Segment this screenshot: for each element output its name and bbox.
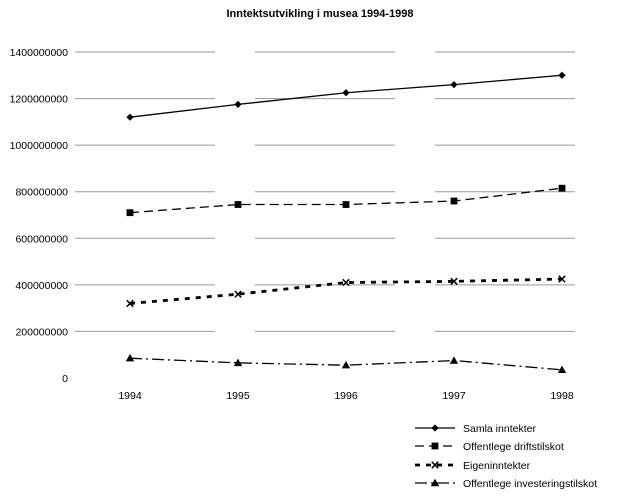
series-3 (126, 275, 566, 308)
data-point-marker (234, 201, 242, 208)
x-tick-label: 1998 (550, 390, 574, 402)
legend-label: Offentlege driftstilskot (463, 441, 564, 453)
data-point-marker (233, 358, 243, 367)
data-point-marker (125, 354, 135, 362)
series-layer (125, 71, 567, 374)
y-tick-label: 0 (62, 373, 68, 385)
y-tick-label: 1400000000 (10, 47, 69, 59)
data-point-marker (342, 201, 350, 208)
data-point-marker (558, 184, 566, 192)
data-point-marker (558, 71, 566, 79)
series-1 (126, 71, 566, 121)
y-tick-label: 600000000 (15, 233, 68, 245)
data-point-marker (342, 89, 350, 97)
legend-entry: Eigeninntekter (415, 460, 531, 472)
series-4 (125, 354, 567, 374)
legend-entry: Offentlege driftstilskot (415, 441, 564, 453)
y-tick-label: 200000000 (15, 326, 68, 338)
legend-label: Samla inntekter (463, 423, 536, 435)
data-point-marker (341, 360, 351, 369)
data-point-marker (450, 197, 458, 205)
data-point-marker (126, 299, 134, 308)
legend-entry: Offentlege investeringstilskot (415, 478, 597, 490)
data-point-marker (450, 81, 458, 89)
x-tick-label: 1995 (226, 390, 250, 402)
legend-marker (431, 424, 439, 432)
x-axis-tick-labels: 1994 1995 1996 1997 1998 (118, 390, 574, 402)
data-point-marker (234, 290, 242, 298)
legend: Samla inntekter Offentlege driftstilskot E… (415, 423, 597, 490)
legend-marker (430, 478, 440, 487)
y-axis-tick-labels: 0 200000000 400000000 600000000 800000000 100… (10, 47, 69, 385)
data-point-marker (450, 277, 458, 286)
x-tick-label: 1994 (118, 390, 142, 402)
series-2 (126, 184, 566, 217)
legend-marker (431, 461, 439, 469)
data-point-marker (126, 113, 134, 121)
legend-label: Eigeninntekter (463, 460, 531, 472)
data-point-marker (557, 365, 567, 374)
y-tick-label: 800000000 (15, 187, 68, 199)
chart-title: Inntektsutvikling i musea 1994-1998 (226, 8, 413, 20)
y-tick-label: 1000000000 (10, 140, 69, 152)
x-tick-label: 1997 (442, 390, 466, 402)
gridlines (75, 51, 612, 332)
series-line (129, 357, 563, 371)
data-point-marker (342, 278, 350, 287)
data-point-marker (558, 275, 566, 283)
legend-marker (431, 442, 439, 450)
data-point-marker (449, 356, 459, 364)
legend-entry: Samla inntekter (415, 423, 536, 435)
legend-label: Offentlege investeringstilskot (463, 478, 597, 490)
data-point-marker (234, 100, 242, 108)
y-tick-label: 1200000000 (10, 94, 69, 106)
y-tick-label: 400000000 (15, 280, 68, 292)
x-tick-label: 1996 (334, 390, 358, 402)
data-point-marker (126, 209, 134, 217)
